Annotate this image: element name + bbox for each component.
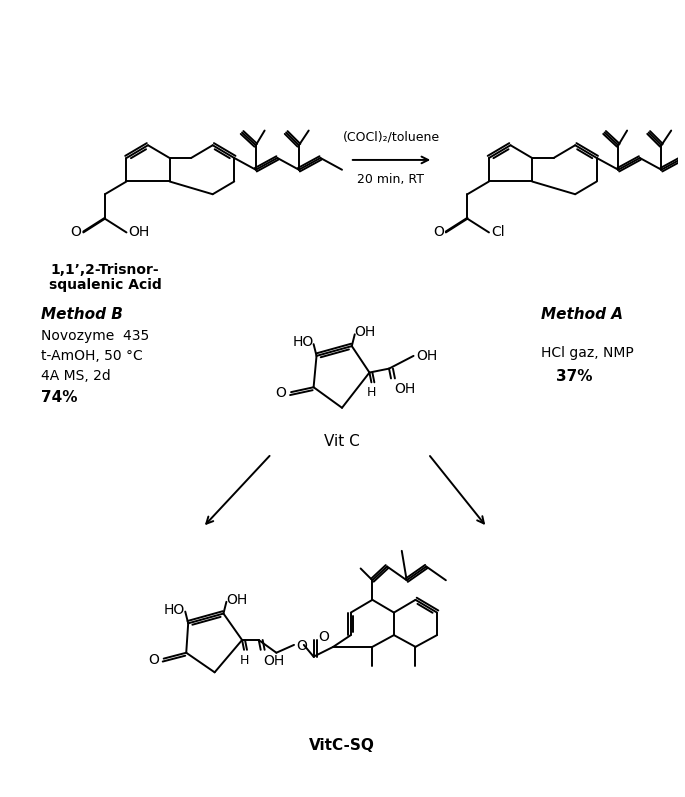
Text: O: O [71, 226, 82, 239]
Text: OH: OH [355, 325, 376, 340]
Text: (COCl)₂/toluene: (COCl)₂/toluene [342, 130, 440, 143]
Text: Vit C: Vit C [324, 434, 360, 450]
Text: H: H [366, 387, 376, 399]
Text: Method A: Method A [541, 307, 623, 322]
Text: 37%: 37% [556, 369, 592, 383]
Text: O: O [433, 226, 444, 239]
Text: OH: OH [264, 654, 285, 668]
Text: squalenic Acid: squalenic Acid [49, 277, 161, 292]
Text: 20 min, RT: 20 min, RT [358, 173, 425, 186]
Text: 74%: 74% [41, 391, 77, 405]
Text: OH: OH [128, 226, 150, 239]
Text: O: O [296, 639, 307, 653]
Text: OH: OH [394, 383, 415, 396]
Text: OH: OH [416, 349, 438, 363]
Text: HO: HO [292, 336, 314, 349]
Text: Cl: Cl [491, 226, 505, 239]
Text: VitC-SQ: VitC-SQ [309, 738, 375, 753]
Text: Method B: Method B [41, 307, 123, 322]
Text: Novozyme  435: Novozyme 435 [41, 329, 149, 344]
Text: OH: OH [227, 593, 248, 607]
Text: 1,1’,2-Trisnor-: 1,1’,2-Trisnor- [51, 263, 159, 277]
Text: O: O [319, 630, 329, 644]
Text: HCl gaz, NMP: HCl gaz, NMP [541, 346, 634, 360]
Text: 4A MS, 2d: 4A MS, 2d [41, 369, 111, 383]
Text: O: O [275, 386, 286, 400]
Text: H: H [239, 654, 249, 667]
Text: HO: HO [164, 603, 185, 617]
Text: t-AmOH, 50 °C: t-AmOH, 50 °C [41, 349, 143, 363]
Text: O: O [148, 653, 159, 666]
